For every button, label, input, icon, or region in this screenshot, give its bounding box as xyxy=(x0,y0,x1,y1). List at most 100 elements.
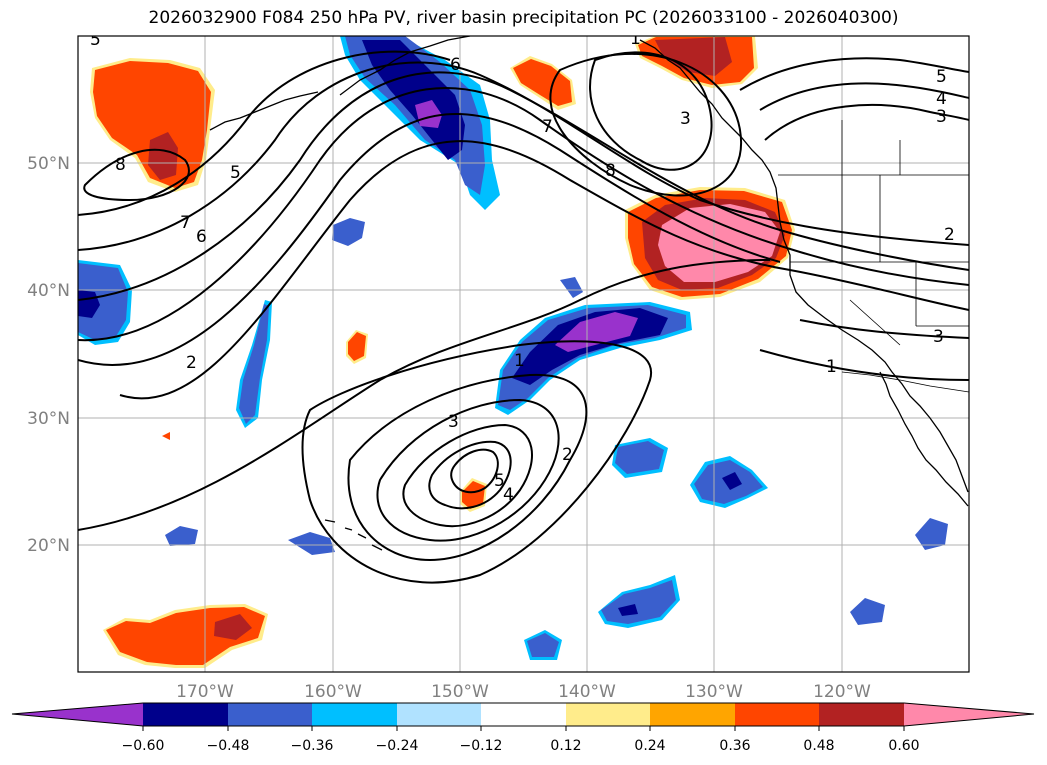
lon-label: 130°W xyxy=(685,682,743,702)
contour-line xyxy=(759,82,969,111)
borders xyxy=(778,120,969,393)
precip-region xyxy=(560,277,583,298)
precip-region xyxy=(288,532,335,555)
contour-line xyxy=(78,259,771,531)
precip-region xyxy=(415,100,442,128)
precip-region xyxy=(722,472,742,490)
province-lines xyxy=(841,120,901,175)
coastlines xyxy=(209,36,969,551)
contour-line xyxy=(78,61,969,251)
contour-label: 3 xyxy=(933,327,944,347)
pv-contours xyxy=(78,50,969,584)
contour-line xyxy=(301,340,653,584)
contour-line xyxy=(428,440,512,510)
aleutian-islands xyxy=(209,91,319,131)
baja-peninsula xyxy=(879,371,969,507)
contour-label: 2 xyxy=(562,445,573,465)
precip-region xyxy=(658,204,780,282)
north-america-coast xyxy=(639,39,969,493)
colorbar-tick-label: −0.12 xyxy=(460,738,503,754)
precip-region xyxy=(615,441,664,474)
colorbar-segment xyxy=(12,703,143,726)
lat-label: 40°N xyxy=(27,281,70,301)
colorbar-segment xyxy=(650,703,735,726)
contour-label: 4 xyxy=(503,485,514,505)
contour-labels: 5 8 6 5 7 6 2 1 1 7 8 3 2 3 4 5 4 5 3 1 … xyxy=(90,29,955,505)
contour-label: 3 xyxy=(680,109,691,129)
precip-region xyxy=(239,304,269,424)
precip-region xyxy=(655,37,732,76)
contour-label: 4 xyxy=(936,89,947,109)
contour-line xyxy=(78,86,969,342)
contour-label: 7 xyxy=(542,117,553,137)
contour-line xyxy=(549,53,743,197)
precip-region xyxy=(601,580,676,624)
contour-label: 7 xyxy=(180,213,191,233)
contour-label: 1 xyxy=(826,357,837,377)
lon-axis-labels: 170°W 160°W 150°W 140°W 130°W 120°W xyxy=(176,682,871,702)
colorbar-segment xyxy=(397,703,481,726)
colorbar-segment xyxy=(312,703,397,726)
colorbar-segment xyxy=(819,703,904,726)
contour-label: 5 xyxy=(90,30,101,50)
colorbar-tick-label: 0.12 xyxy=(550,738,581,754)
colorbar-tick-label: −0.48 xyxy=(207,738,250,754)
colorbar-tick-label: 0.24 xyxy=(634,738,665,754)
colorbar-tick-label: 0.60 xyxy=(888,738,919,754)
contour-line xyxy=(376,398,560,542)
contour-label: 3 xyxy=(448,412,459,432)
hawaii-islands xyxy=(324,519,383,551)
state-lines xyxy=(790,175,969,346)
contour-label: 1 xyxy=(630,29,641,49)
colorbar: −0.60 −0.48 −0.36 −0.24 −0.12 0.12 0.24 … xyxy=(11,702,1035,754)
contour-line xyxy=(759,349,969,381)
gridlines xyxy=(78,36,969,672)
contour-label: 5 xyxy=(230,163,241,183)
precip-region xyxy=(462,481,485,509)
contour-label: 2 xyxy=(944,225,955,245)
precip-region xyxy=(78,263,128,340)
colorbar-segment xyxy=(566,703,650,726)
colorbar-tick-label: −0.36 xyxy=(291,738,334,754)
precip-region xyxy=(214,614,252,640)
precip-region xyxy=(618,604,638,616)
precip-region xyxy=(162,432,170,440)
figure-title: 2026032900 F084 250 hPa PV, river basin … xyxy=(148,8,899,28)
contour-label: 8 xyxy=(605,161,616,181)
contour-line xyxy=(764,104,969,141)
contour-line xyxy=(347,373,588,562)
contour-line xyxy=(119,140,969,400)
lon-label: 140°W xyxy=(558,682,616,702)
map-frame xyxy=(77,35,970,673)
lon-label: 170°W xyxy=(176,682,234,702)
contour-line xyxy=(450,448,499,494)
contour-label: 5 xyxy=(936,67,947,87)
colorbar-tick-label: 0.48 xyxy=(803,738,834,754)
lat-label: 30°N xyxy=(27,409,70,429)
contour-label: 2 xyxy=(186,353,197,373)
precip-region xyxy=(850,598,885,625)
colorbar-segment xyxy=(904,703,1034,726)
colorbar-tick-label: 0.36 xyxy=(719,738,750,754)
contour-label: 3 xyxy=(936,107,947,127)
contour-line xyxy=(799,319,969,339)
precip-region xyxy=(332,218,365,246)
lon-label: 160°W xyxy=(304,682,362,702)
precip-region xyxy=(527,633,559,657)
contour-line xyxy=(739,57,969,91)
contour-line xyxy=(83,148,190,202)
lon-label: 120°W xyxy=(813,682,871,702)
precip-region xyxy=(165,526,198,546)
us-mexico-border xyxy=(841,371,969,393)
precip-region xyxy=(148,132,178,180)
contour-label: 5 xyxy=(494,471,505,491)
contour-label: 6 xyxy=(450,55,461,75)
lat-axis-labels: 50°N 40°N 30°N 20°N xyxy=(27,154,70,556)
contour-label: 1 xyxy=(514,351,525,371)
colorbar-tick-label: −0.24 xyxy=(376,738,419,754)
colorbar-segment xyxy=(481,703,566,726)
precip-region xyxy=(348,332,366,361)
contour-line xyxy=(78,112,781,366)
lat-label: 20°N xyxy=(27,536,70,556)
contour-label: 8 xyxy=(115,155,126,175)
